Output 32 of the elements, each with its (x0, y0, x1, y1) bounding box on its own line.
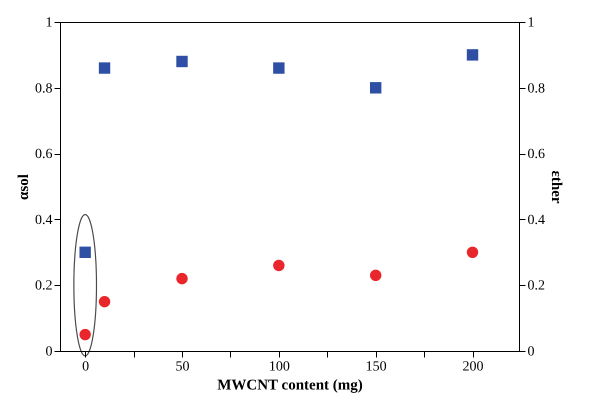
y2-axis-title: εther (548, 170, 564, 204)
point (98, 62, 110, 74)
y-tick-label: 0.2 (35, 278, 52, 294)
point (176, 272, 188, 284)
y2-tick-label: 0.8 (528, 81, 545, 96)
y-tick-label: 0.4 (35, 212, 52, 228)
y-tick-label: 0.6 (35, 147, 52, 162)
point (273, 62, 285, 74)
x-tick-label: 100 (268, 360, 290, 374)
point (466, 246, 478, 258)
y2-tick-label: 0.6 (528, 147, 545, 162)
y2-tick-label: 0.2 (528, 278, 545, 294)
x-tick-label: 50 (176, 360, 190, 374)
point (466, 49, 478, 61)
point (98, 296, 110, 308)
y-tick-label: 1 (46, 16, 52, 30)
point (273, 260, 285, 272)
x-tick-label: 150 (366, 360, 387, 374)
x-tick-label: 0 (82, 360, 90, 374)
point (176, 56, 188, 68)
y2-tick-label: 0 (528, 344, 534, 360)
y2-tick-label: 1 (528, 16, 534, 30)
y2-tick-label: 0.4 (528, 212, 545, 228)
y-axis-title: αsol (16, 174, 32, 200)
point (79, 328, 91, 340)
point (370, 270, 382, 282)
point (79, 246, 91, 258)
y-tick-label: 0 (46, 344, 52, 360)
point (370, 82, 382, 94)
x-axis-title: MWCNT content (mg) (217, 378, 363, 394)
y-tick-label: 0.8 (35, 81, 52, 96)
x-tick-label: 200 (462, 360, 484, 374)
